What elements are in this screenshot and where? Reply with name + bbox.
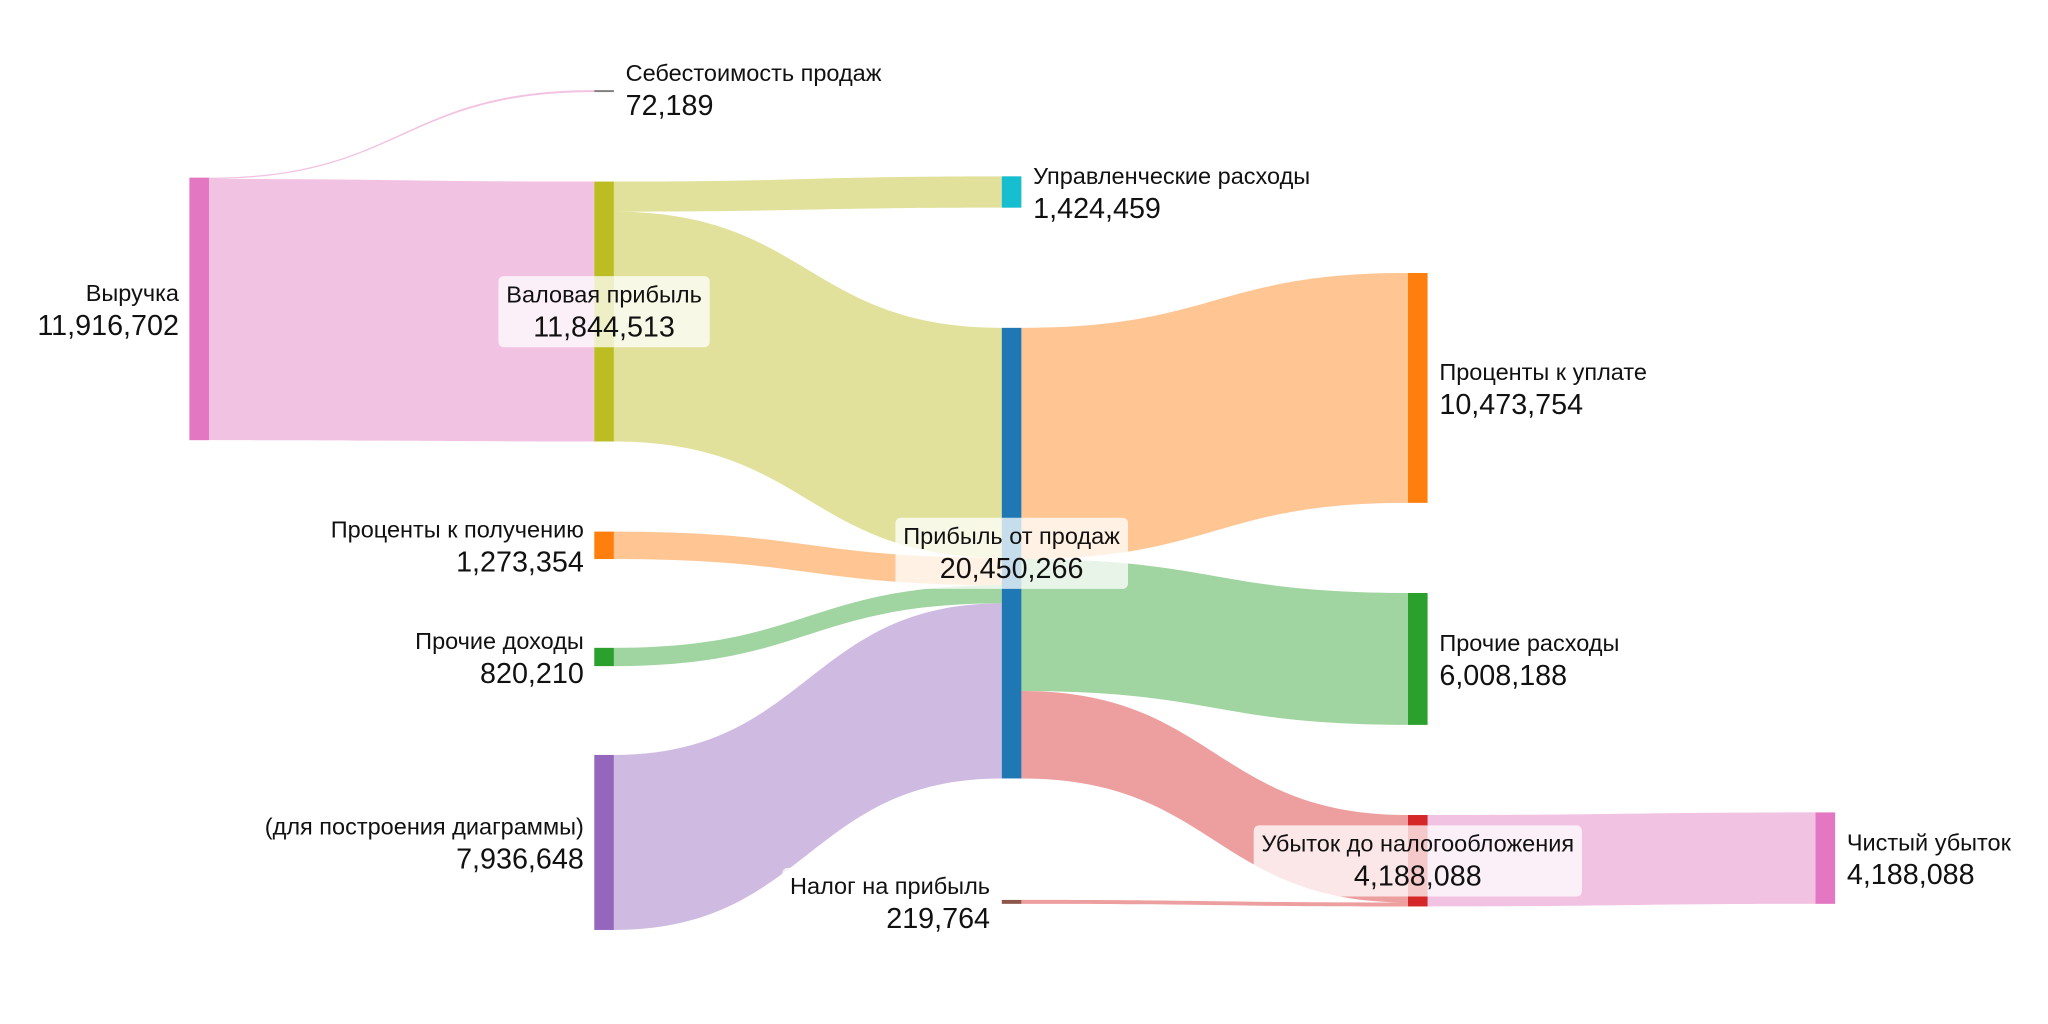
node-label: Прочие расходы (1439, 630, 1619, 656)
node-value: 1,273,354 (456, 546, 584, 578)
label-intinc: Проценты к получению 1,273,354 (331, 516, 584, 578)
node-value: 1,424,459 (1033, 193, 1161, 225)
node-value: 7,936,648 (456, 844, 584, 876)
node-othinc[interactable] (594, 647, 614, 667)
node-label: Убыток до налогообложения (1262, 831, 1575, 857)
node-label: Прочие доходы (415, 628, 584, 654)
label-background (895, 517, 1129, 589)
link-opprofit-intexp[interactable] (1021, 272, 1408, 560)
node-value: 10,473,754 (1439, 389, 1583, 421)
node-value: 72,189 (626, 90, 714, 122)
node-revenue[interactable] (189, 177, 209, 441)
node-value: 20,450,266 (940, 553, 1084, 585)
node-intexp[interactable] (1408, 272, 1428, 503)
node-label: Выручка (86, 280, 180, 306)
link-revenue-cogs[interactable] (208, 90, 595, 179)
label-revenue: Выручка 11,916,702 (37, 280, 180, 342)
node-label: Налог на прибыль (790, 873, 990, 899)
label-opprofit: Прибыль от продаж 20,450,266 (895, 517, 1129, 589)
label-gross: Валовая прибыль 11,844,513 (498, 276, 710, 348)
link-othinc-opprofit[interactable] (613, 585, 1002, 667)
link-revenue-gross[interactable] (208, 178, 595, 442)
node-label: Валовая прибыль (506, 281, 702, 307)
node-value: 11,916,702 (37, 310, 179, 342)
node-label: Себестоимость продаж (626, 60, 882, 86)
node-value: 11,844,513 (533, 311, 675, 343)
node-label: (для построения диаграммы) (265, 814, 584, 840)
node-label: Проценты к получению (331, 516, 584, 542)
node-value: 4,188,088 (1847, 859, 1975, 891)
node-label: Управленческие расходы (1033, 163, 1310, 189)
label-netloss: Чистый убыток 4,188,088 (1847, 829, 2012, 891)
link-tax-pretax[interactable] (1021, 899, 1408, 907)
node-othexp[interactable] (1408, 592, 1428, 725)
node-aux[interactable] (594, 754, 614, 930)
node-label: Проценты к уплате (1439, 359, 1647, 385)
node-value: 219,764 (886, 903, 990, 935)
label-background (782, 867, 998, 939)
node-value: 4,188,088 (1354, 861, 1482, 893)
node-netloss[interactable] (1815, 812, 1836, 904)
node-value: 820,210 (480, 658, 584, 690)
node-admin[interactable] (1001, 176, 1022, 208)
node-tax[interactable] (1001, 899, 1022, 904)
label-intexp: Проценты к уплате 10,473,754 (1439, 359, 1647, 421)
link-gross-opprofit[interactable] (613, 211, 1002, 558)
label-aux: (для построения диаграммы) 7,936,648 (265, 814, 584, 876)
link-gross-admin[interactable] (613, 176, 1002, 212)
label-othinc: Прочие доходы 820,210 (415, 628, 584, 690)
label-background (498, 276, 710, 348)
node-cogs[interactable] (594, 90, 614, 93)
link-opprofit-othexp[interactable] (1021, 559, 1408, 725)
label-admin: Управленческие расходы 1,424,459 (1033, 163, 1310, 225)
node-intinc[interactable] (594, 531, 614, 560)
node-value: 6,008,188 (1439, 660, 1567, 692)
label-cogs: Себестоимость продаж 72,189 (626, 60, 882, 122)
node-label: Прибыль от продаж (903, 523, 1120, 549)
link-aux-opprofit[interactable] (613, 603, 1002, 930)
label-othexp: Прочие расходы 6,008,188 (1439, 630, 1619, 692)
label-tax: Налог на прибыль 219,764 (782, 867, 998, 939)
label-pretax: Убыток до налогообложения 4,188,088 (1253, 825, 1582, 897)
label-background (1253, 825, 1582, 897)
node-label: Чистый убыток (1847, 829, 2012, 855)
labels-layer: Выручка 11,916,702 Себестоимость продаж 72,… (37, 60, 2012, 939)
